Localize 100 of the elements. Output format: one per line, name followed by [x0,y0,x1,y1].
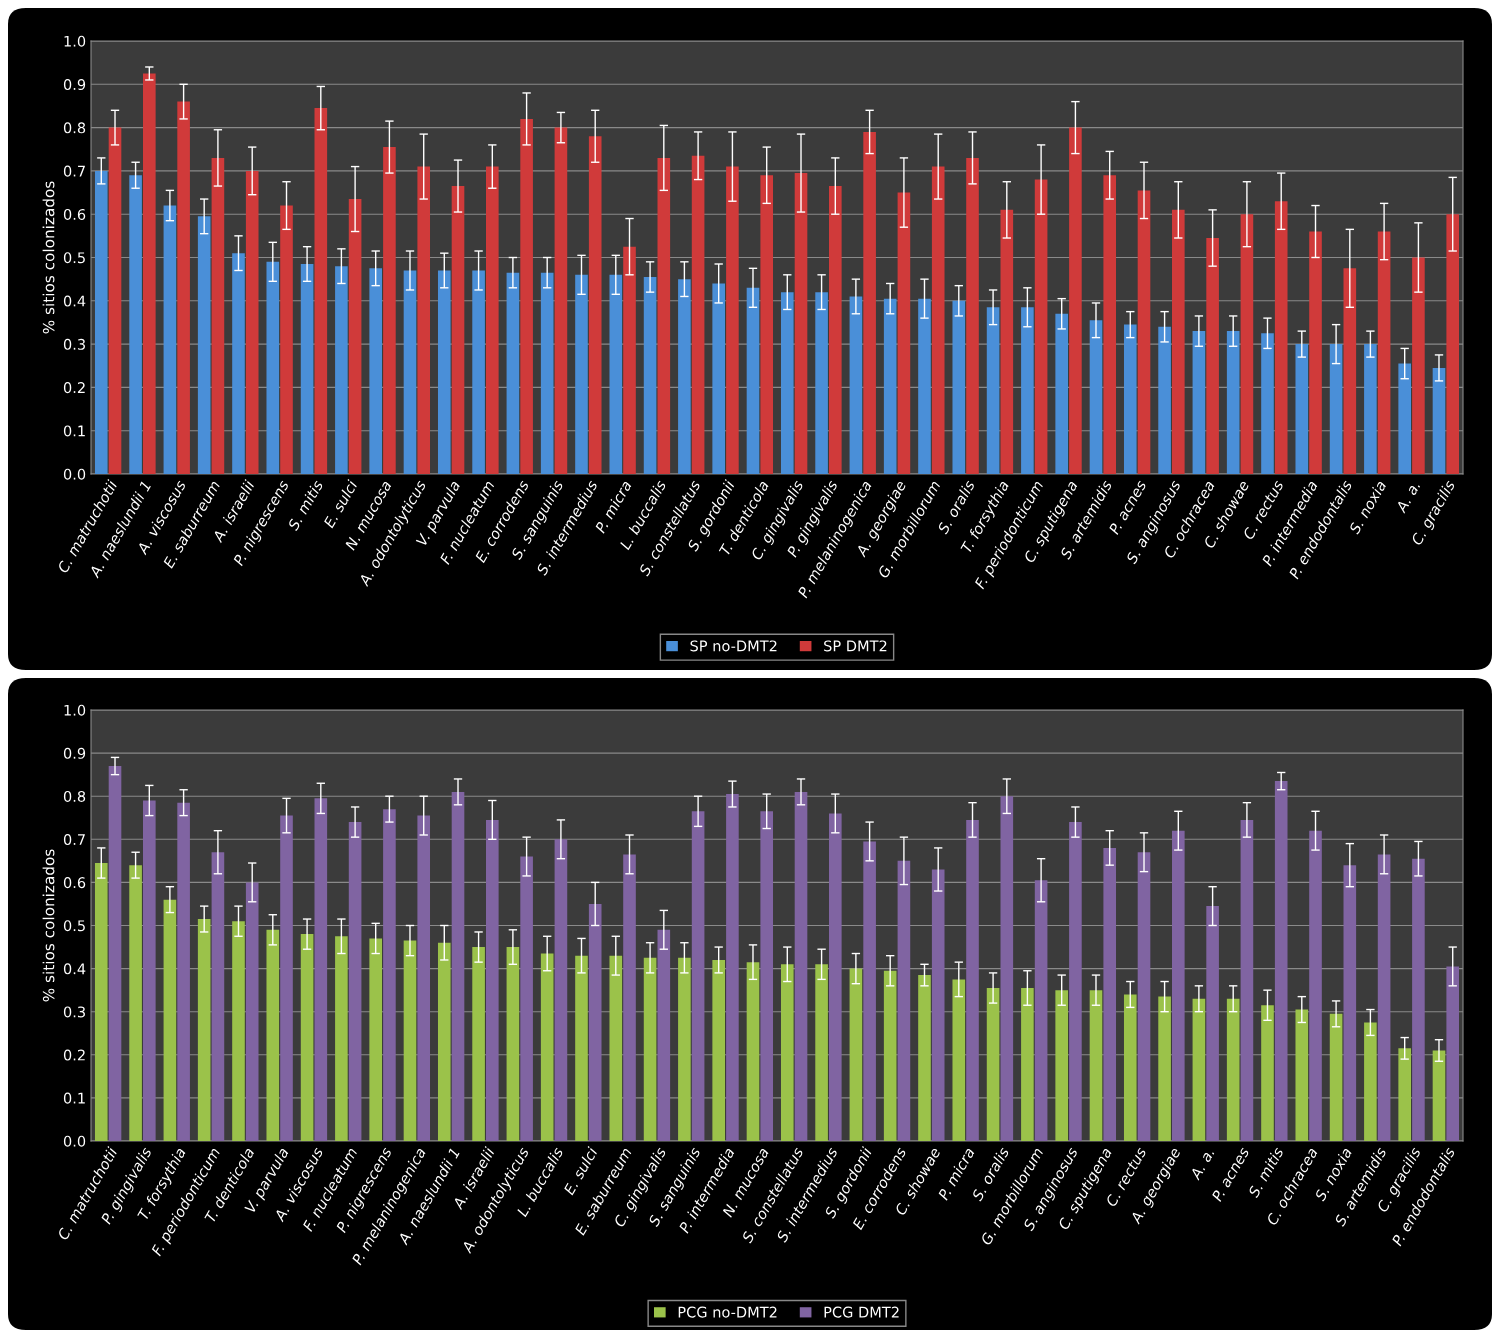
legend-label: PCG no-DMT2 [678,1306,777,1318]
y-tick-label: 0.3 [63,338,85,350]
bar [1446,966,1460,1141]
bar [108,766,122,1141]
bar [952,300,966,474]
y-tick-label: 0.9 [63,79,86,91]
bar [863,131,876,474]
bar [815,964,828,1141]
bar [1069,822,1082,1141]
bar [314,798,328,1141]
bar [554,839,568,1141]
bar [1377,231,1391,474]
bar [815,292,828,474]
bar [143,73,156,474]
bar [966,819,979,1141]
bar [1172,209,1185,474]
y-tick-label: 0.4 [63,963,86,975]
bar [829,813,842,1141]
bar [211,852,225,1141]
bar [849,296,863,474]
y-tick-label: 0.2 [63,382,85,394]
bar [1158,326,1171,474]
bar [691,811,705,1141]
y-tick-label: 0.1 [63,1092,85,1104]
bar [575,955,588,1141]
bar [986,987,1000,1141]
y-tick-label: 0.0 [63,468,86,480]
bar [314,108,328,474]
bar [335,266,348,474]
bar [266,261,280,474]
bar [94,170,108,474]
y-tick-label: 0.5 [63,920,85,932]
bar [1000,796,1014,1141]
bar [1000,209,1014,474]
bar [794,173,808,474]
bar [643,957,657,1141]
bar [883,970,897,1141]
bar [1329,1013,1343,1141]
bar [897,860,911,1141]
bar [1137,852,1151,1141]
bar [1261,1005,1274,1141]
bar [403,940,417,1141]
bar [520,118,533,474]
bar [163,899,177,1141]
bar [1021,307,1034,474]
bar [623,246,636,474]
bar [232,253,245,474]
bar [1206,238,1219,474]
bar [300,263,314,474]
bar [1055,990,1068,1141]
bar [1123,324,1137,474]
bar [1103,847,1117,1141]
bar [1226,331,1240,474]
y-tick-label: 0.8 [63,790,86,802]
bar [451,791,465,1141]
bar [1192,331,1206,474]
bar [143,800,156,1141]
y-tick-label: 0.9 [63,747,86,759]
bar [1343,268,1357,474]
bar [472,270,485,474]
legend-label: SP DMT2 [824,640,887,652]
bar [245,882,259,1141]
bar [986,307,1000,474]
bar [1412,257,1425,474]
bar [1412,858,1425,1141]
bar [1329,344,1343,474]
bar [1123,994,1137,1141]
y-tick-label: 0.1 [63,425,85,437]
bar [129,865,142,1141]
bar [1158,996,1171,1141]
bar [232,921,245,1141]
bar [931,869,945,1141]
bar [300,934,314,1141]
x-tick-label: A. a. [1395,480,1421,514]
y-tick-label: 0.3 [63,1006,85,1018]
x-tick-label: A. a. [1189,1147,1215,1181]
bar [1089,320,1103,474]
bar [712,283,725,474]
bar [1398,1048,1411,1141]
bar [1432,1050,1446,1141]
y-tick-label: 1.0 [64,704,86,716]
bar [609,274,623,474]
bar [1192,998,1206,1141]
bar [1172,830,1185,1141]
bar [108,127,122,474]
bar [863,841,876,1141]
bar [177,101,190,474]
bar [1274,781,1288,1141]
bar [746,962,760,1141]
bar [211,157,225,474]
bar [760,175,774,474]
bar [1021,987,1034,1141]
bar [966,157,979,474]
y-tick-label: 0.2 [63,1049,85,1061]
bar [383,147,396,474]
bar [623,854,636,1141]
bar [1398,363,1411,474]
bar [643,276,657,474]
bar [335,936,348,1141]
bar [245,170,259,474]
